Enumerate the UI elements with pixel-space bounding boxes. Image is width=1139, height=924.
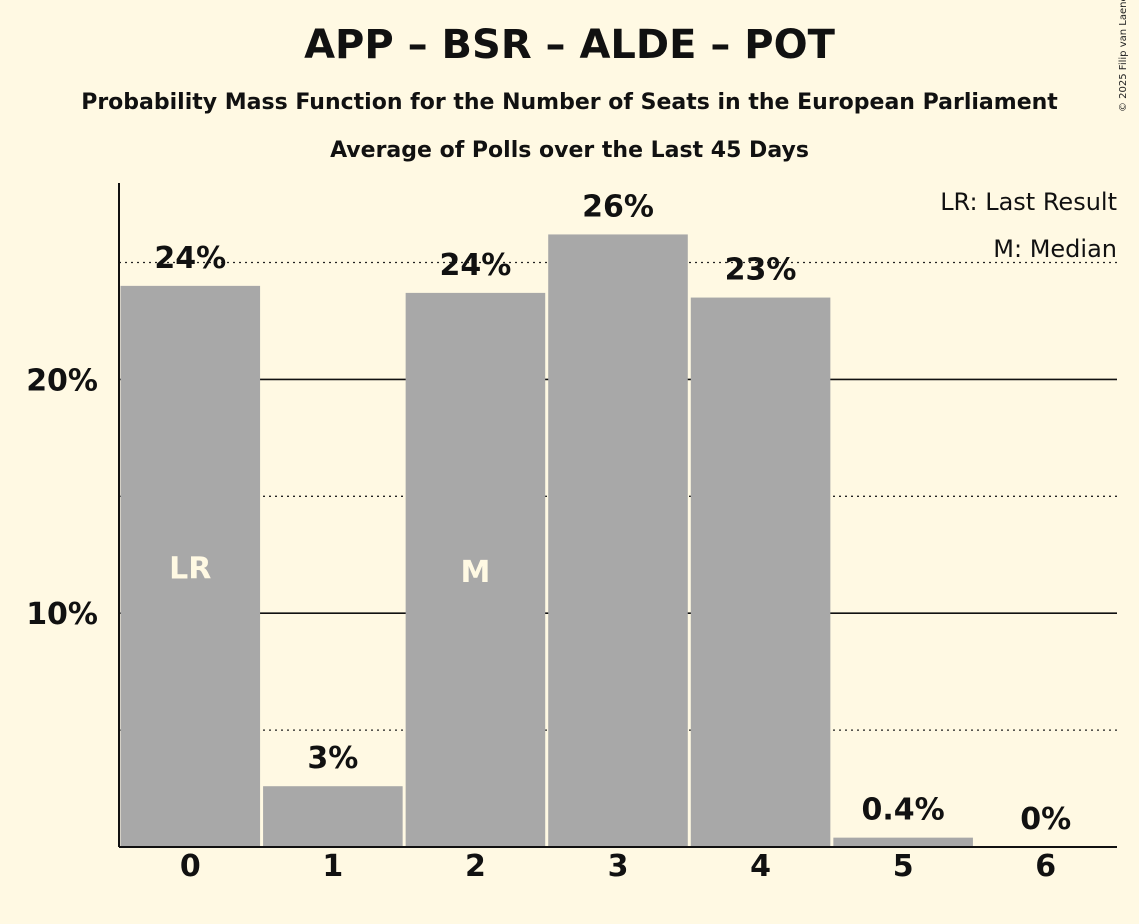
x-tick-label: 0 [180, 849, 201, 884]
data-labels: 24% LR 3% 24% M 26% 23% 0.4% 0% [154, 189, 1071, 837]
data-label: 23% [725, 253, 797, 288]
bar [405, 292, 546, 847]
data-label: 0% [1020, 802, 1071, 837]
x-tick-label: 4 [750, 849, 771, 884]
data-label: 3% [307, 741, 358, 776]
x-tick-label: 6 [1035, 849, 1056, 884]
data-label: 24% [154, 241, 226, 276]
bar [690, 297, 831, 848]
legend-median: M: Median [993, 235, 1117, 263]
chart-subtitle: Probability Mass Function for the Number… [81, 90, 1058, 115]
x-tick-label: 2 [465, 849, 486, 884]
data-label: 0.4% [862, 793, 945, 828]
legend-last-result: LR: Last Result [940, 188, 1117, 216]
bar [833, 837, 973, 847]
x-tick-label: 5 [893, 849, 914, 884]
data-label: 24% [440, 248, 512, 283]
bar [120, 285, 261, 847]
bar-marker-label: M [460, 555, 490, 590]
bar [263, 786, 403, 847]
axes: 10% 20% 0 1 2 3 4 5 6 [26, 183, 1117, 884]
chart-title: APP – BSR – ALDE – POT [304, 22, 835, 68]
x-tick-label: 3 [608, 849, 629, 884]
y-tick-label: 10% [26, 597, 98, 632]
x-tick-label: 1 [322, 849, 343, 884]
data-label: 26% [582, 189, 654, 224]
bars [120, 234, 973, 848]
bar [548, 234, 688, 847]
bar-marker-label: LR [169, 551, 211, 586]
chart-subtitle-period: Average of Polls over the Last 45 Days [330, 138, 809, 163]
y-tick-label: 20% [26, 363, 98, 398]
